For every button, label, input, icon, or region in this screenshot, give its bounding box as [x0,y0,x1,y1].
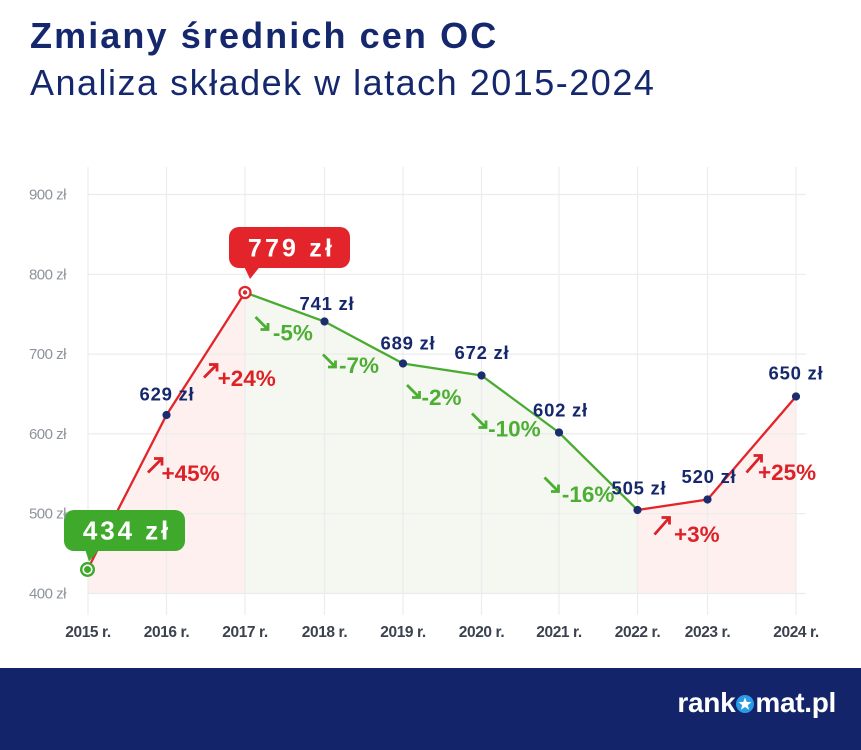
svg-text:629 zł: 629 zł [140,384,195,405]
svg-text:650 zł: 650 zł [769,363,824,384]
svg-text:505 zł: 505 zł [612,478,667,499]
svg-text:800 zł: 800 zł [29,266,67,283]
svg-text:-10%: -10% [488,417,541,442]
svg-text:2019 r.: 2019 r. [380,624,426,641]
svg-text:+45%: +45% [162,461,220,486]
svg-text:689 zł: 689 zł [381,333,436,354]
svg-text:2022 r.: 2022 r. [615,624,661,641]
svg-text:2020 r.: 2020 r. [459,624,505,641]
svg-text:500 zł: 500 zł [29,506,67,523]
svg-text:+25%: +25% [758,460,816,485]
svg-text:434 zł: 434 zł [83,516,171,546]
svg-text:672 zł: 672 zł [455,342,510,363]
svg-text:-5%: -5% [273,321,313,346]
svg-text:2023 r.: 2023 r. [685,624,731,641]
svg-text:2017 r.: 2017 r. [222,624,268,641]
svg-text:-2%: -2% [422,385,462,410]
svg-text:-16%: -16% [562,482,615,507]
svg-text:2015 r.: 2015 r. [65,624,111,641]
svg-text:900 zł: 900 zł [29,187,67,204]
svg-text:2024 r.: 2024 r. [773,624,819,641]
svg-text:2021 r.: 2021 r. [536,624,582,641]
svg-text:741 zł: 741 zł [300,293,355,314]
svg-text:779 zł: 779 zł [248,235,335,263]
svg-text:+24%: +24% [218,366,276,391]
svg-text:602 zł: 602 zł [533,400,588,421]
svg-text:700 zł: 700 zł [29,346,67,363]
svg-text:-7%: -7% [339,353,379,378]
svg-text:400 zł: 400 zł [29,586,67,603]
svg-text:+3%: +3% [674,522,720,547]
svg-text:520 zł: 520 zł [682,466,737,487]
svg-text:2018 r.: 2018 r. [302,624,348,641]
svg-text:600 zł: 600 zł [29,426,67,443]
svg-text:2016 r.: 2016 r. [144,624,190,641]
